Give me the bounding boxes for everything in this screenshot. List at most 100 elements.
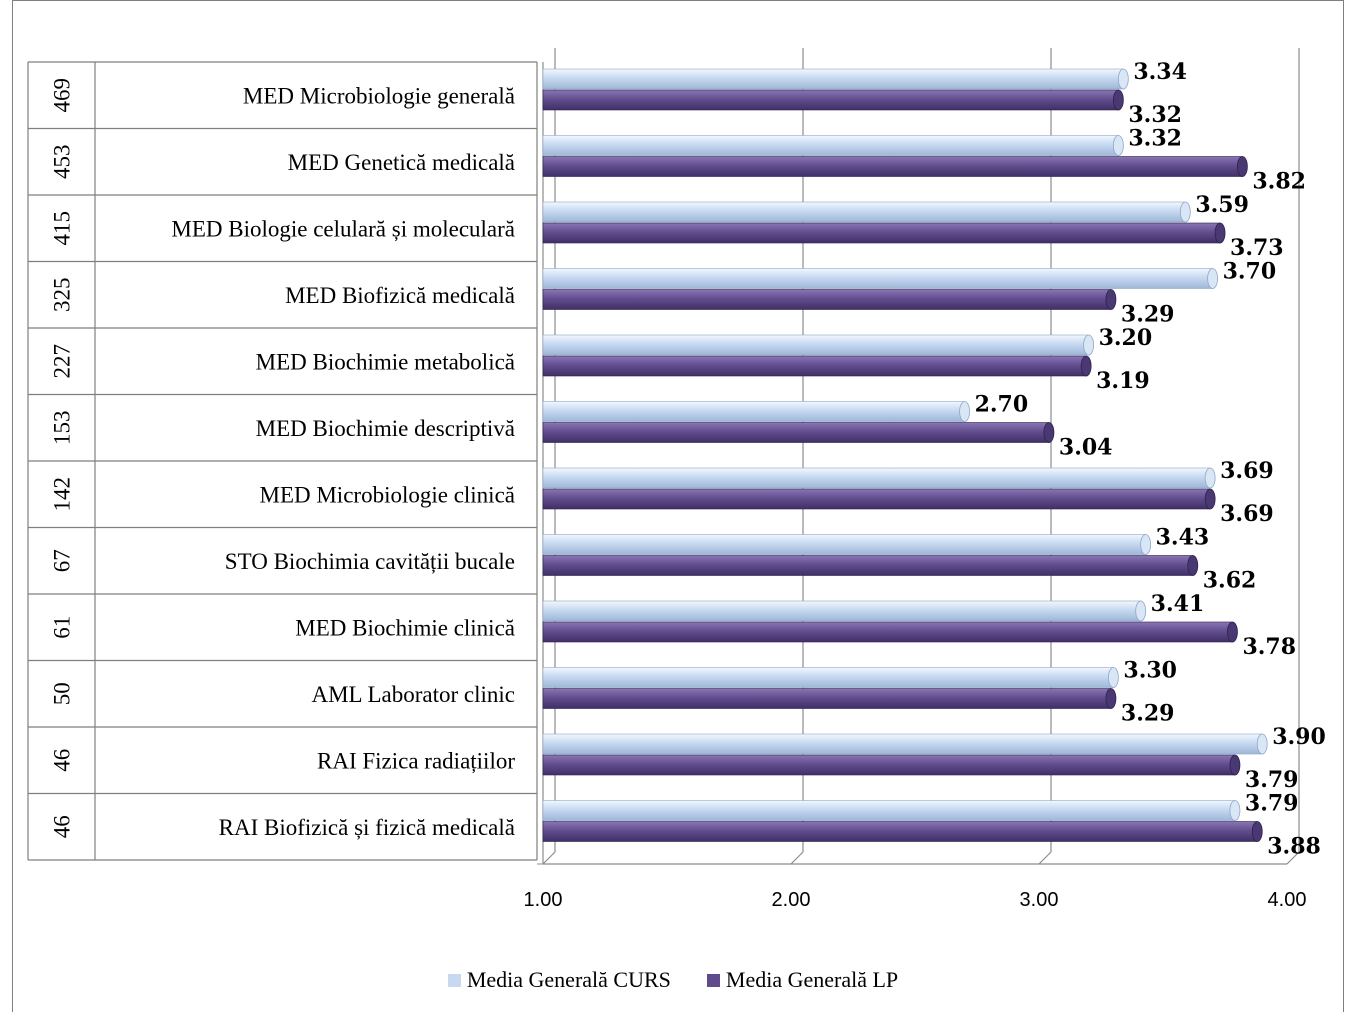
bar-curs: [542, 334, 1089, 356]
bar-curs: [542, 667, 1114, 688]
legend-swatch-curs: [447, 973, 461, 987]
data-label-curs: 3.41: [1151, 591, 1205, 617]
gridline-floor: [1286, 851, 1300, 865]
bar-lp: [542, 355, 1087, 377]
bar-cap-curs: [1229, 800, 1241, 821]
bar-lp: [542, 422, 1050, 443]
data-label-lp: 3.29: [1121, 302, 1175, 328]
bar-cap-curs: [1108, 667, 1119, 688]
bar-cap-lp: [1187, 555, 1199, 576]
row-subject-label: MED Genetică medicală: [288, 150, 515, 175]
row-count-label: 67: [50, 549, 75, 572]
bar-lp: [542, 621, 1233, 643]
bar-lp: [542, 89, 1119, 111]
bar-cap-curs: [1083, 334, 1094, 356]
legend-item-lp: Media Generală LP: [706, 967, 899, 993]
bar-curs: [542, 600, 1141, 622]
bar-curs: [542, 733, 1263, 755]
gridline-floor: [1038, 851, 1052, 865]
row-subject-label: AML Laborator clinic: [311, 682, 515, 707]
row-count-label: 325: [50, 278, 75, 313]
bar-lp: [542, 156, 1243, 177]
x-tick-label: 3.00: [1020, 889, 1059, 911]
data-label-lp: 3.79: [1245, 767, 1299, 793]
row-count-label: 46: [50, 815, 75, 838]
bar-cap-curs: [1140, 534, 1152, 555]
chart-frame: [12, 0, 1344, 1012]
row-subject-label: RAI Fizica radiațiilor: [317, 748, 515, 773]
data-label-lp: 3.32: [1128, 102, 1182, 128]
bar-cap-lp: [1043, 422, 1055, 443]
data-label-curs: 3.32: [1128, 126, 1182, 152]
row-subject-label: MED Microbiologie generală: [243, 83, 515, 108]
bar-cap-lp: [1080, 355, 1092, 377]
bar-lp: [542, 754, 1236, 776]
bar-curs: [542, 68, 1124, 90]
bar-curs: [542, 534, 1146, 555]
x-tick-label: 1.00: [524, 889, 563, 911]
bar-cap-curs: [1204, 467, 1216, 489]
bar-cap-lp: [1214, 222, 1226, 244]
row-subject-label: STO Biochimia cavității bucale: [225, 549, 515, 574]
bar-lp: [542, 289, 1112, 310]
data-label-curs: 3.70: [1223, 259, 1277, 285]
bar-curs: [542, 467, 1211, 489]
row-count-label: 469: [50, 78, 75, 113]
bar-cap-lp: [1229, 754, 1241, 776]
bar-cap-curs: [1135, 600, 1147, 622]
row-count-label: 46: [50, 749, 75, 772]
row-subject-label: MED Biofizică medicală: [285, 283, 515, 308]
bar-cap-lp: [1105, 289, 1117, 310]
bar-lp: [542, 222, 1221, 244]
row-subject-label: MED Biologie celulară și moleculară: [171, 216, 515, 241]
data-label-curs: 3.90: [1272, 724, 1326, 750]
data-label-lp: 3.69: [1220, 501, 1274, 527]
legend-label-curs: Media Generală CURS: [466, 967, 671, 992]
bar-cap-curs: [1117, 68, 1129, 90]
data-label-lp: 3.82: [1252, 169, 1306, 195]
row-count-label: 153: [50, 411, 75, 446]
bar-lp: [542, 488, 1211, 510]
data-label-curs: 2.70: [975, 392, 1029, 418]
row-count-label: 227: [50, 344, 75, 379]
row-count-label: 61: [50, 616, 75, 639]
bar-curs: [542, 135, 1119, 156]
x-tick-label: 4.00: [1268, 889, 1307, 911]
data-label-lp: 3.19: [1096, 368, 1150, 394]
data-label-curs: 3.69: [1220, 458, 1274, 484]
bar-lp: [542, 555, 1194, 576]
bar-cap-curs: [1112, 135, 1124, 156]
legend-swatch-lp: [706, 973, 720, 987]
data-label-lp: 3.78: [1242, 634, 1296, 660]
bar-lp: [542, 821, 1258, 842]
data-label-curs: 3.34: [1133, 59, 1187, 85]
bar-lp: [542, 688, 1112, 709]
row-subject-label: RAI Biofizică și fizică medicală: [219, 815, 515, 840]
row-subject-label: MED Biochimie descriptivă: [256, 416, 515, 441]
row-subject-label: MED Microbiologie clinică: [260, 482, 516, 507]
legend-label-lp: Media Generală LP: [725, 967, 899, 992]
bar-cap-lp: [1236, 156, 1248, 177]
bar-cap-curs: [1207, 268, 1218, 289]
row-count-label: 453: [50, 145, 75, 180]
row-subject-label: MED Biochimie metabolică: [256, 349, 515, 374]
bar-curs: [542, 268, 1213, 289]
row-subject-label: MED Biochimie clinică: [295, 615, 515, 640]
bar-cap-curs: [1256, 733, 1268, 755]
data-label-lp: 3.62: [1203, 568, 1257, 594]
data-label-curs: 3.20: [1099, 325, 1153, 351]
row-count-label: 142: [50, 477, 75, 512]
bar-curs: [542, 800, 1236, 821]
data-label-curs: 3.59: [1195, 192, 1249, 218]
gridline-floor: [790, 851, 804, 865]
bar-cap-lp: [1204, 488, 1216, 510]
bar-curs: [542, 201, 1186, 223]
legend-item-curs: Media Generală CURS: [447, 967, 671, 993]
data-label-curs: 3.30: [1123, 658, 1177, 684]
data-label-lp: 3.88: [1267, 834, 1321, 860]
data-label-curs: 3.43: [1156, 525, 1210, 551]
data-label-lp: 3.29: [1121, 701, 1175, 727]
data-label-lp: 3.73: [1230, 235, 1284, 261]
bar-cap-curs: [959, 401, 970, 422]
